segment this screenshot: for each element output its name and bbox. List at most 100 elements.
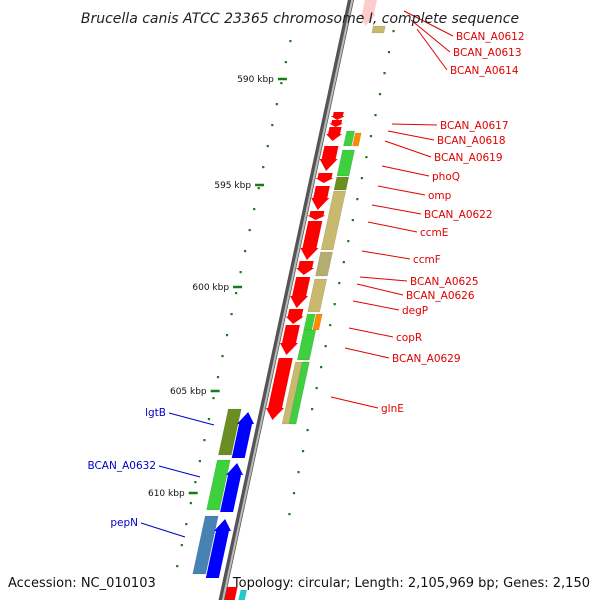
guide-dot	[180, 544, 183, 547]
leader-line	[367, 221, 418, 233]
guide-dot	[257, 187, 260, 190]
gene-features	[192, 0, 386, 600]
gene-bar-green	[206, 459, 231, 511]
guide-dot	[333, 303, 336, 306]
gene-bar-olive	[217, 408, 242, 456]
guide-dot	[378, 93, 382, 96]
label-leaders	[140, 10, 454, 538]
gene-bar-orange	[312, 313, 323, 331]
gene-bar-khaki	[315, 251, 333, 277]
gene-label-phoq: phoQ	[432, 171, 460, 183]
leader-line	[377, 185, 426, 196]
leader-line	[381, 165, 430, 177]
tick-label: 600 kbp	[192, 283, 229, 293]
guide-dot	[198, 460, 201, 463]
guide-dot	[356, 198, 359, 201]
tick-label: 610 kbp	[148, 489, 185, 499]
gene-bar-steel	[192, 515, 219, 575]
gene-label-lgtb: lgtB	[145, 407, 166, 419]
gene-bar-green	[296, 329, 317, 361]
guide-dot	[392, 30, 395, 33]
gene-arrow-red	[285, 309, 304, 324]
guide-dot	[288, 513, 291, 516]
guide-dot	[216, 376, 220, 379]
scale-ticks: 590 kbp 595 kbp 600 kbp 605 kbp 610 kbp	[148, 75, 287, 499]
gene-arrow-blue	[231, 412, 255, 458]
gene-feature-faded	[359, 0, 377, 26]
leader-line	[391, 123, 438, 126]
gene-label-bcan-a0617: BCAN_A0617	[440, 120, 509, 132]
gene-bar-orange	[352, 132, 362, 147]
guide-dot	[289, 40, 292, 43]
guide-dot	[203, 439, 206, 442]
guide-dot	[244, 250, 247, 253]
guide-dot	[310, 408, 314, 411]
guide-dot	[230, 313, 233, 316]
guide-dot	[329, 324, 332, 327]
gene-arrow-red	[280, 325, 300, 355]
guide-dot	[342, 261, 345, 264]
gene-bar-green	[336, 149, 355, 177]
guide-dot	[280, 82, 283, 85]
guide-dot	[239, 271, 242, 274]
guide-dot	[275, 103, 278, 106]
guide-dot	[365, 156, 368, 159]
guide-dot	[248, 229, 251, 232]
gene-label-bcan-a0629: BCAN_A0629	[392, 353, 461, 365]
tick-label: 595 kbp	[214, 181, 251, 191]
guide-dot	[262, 166, 265, 169]
guide-dot	[292, 492, 296, 495]
guide-dot	[374, 114, 377, 117]
guide-dot	[225, 334, 229, 337]
gene-arrow-red	[311, 186, 330, 210]
leader-line	[344, 347, 390, 359]
guide-dot	[369, 135, 373, 138]
guide-dot	[297, 471, 300, 474]
leader-line	[410, 19, 451, 53]
gene-arrow-blue	[220, 463, 244, 512]
gene-label-copr: copR	[396, 332, 422, 344]
gene-arrow-red	[307, 211, 326, 220]
gene-label-ccmf: ccmF	[413, 254, 441, 266]
guide-dot	[207, 418, 211, 421]
leader-line	[371, 204, 422, 215]
guide-dot	[351, 219, 354, 222]
guide-dots	[176, 30, 395, 568]
gene-feature-small	[371, 25, 386, 34]
leader-line	[387, 130, 435, 141]
guide-dot	[301, 450, 305, 453]
gene-bar-green	[343, 130, 356, 147]
guide-dot	[338, 282, 341, 285]
gene-bar-khaki	[320, 190, 347, 251]
gene-bar-olive	[333, 176, 350, 191]
guide-dot	[284, 61, 287, 64]
guide-dot	[189, 502, 192, 505]
gene-labels: BCAN_A0612 BCAN_A0613 BCAN_A0614 BCAN_A0617…	[87, 31, 524, 529]
guide-dot	[360, 177, 363, 180]
tick-label: 590 kbp	[237, 75, 274, 85]
gene-label-bcan-a0614: BCAN_A0614	[450, 65, 519, 77]
guide-dot	[266, 145, 269, 148]
leader-line	[416, 28, 448, 71]
backbone-highlight	[221, 0, 354, 600]
guide-dot	[253, 208, 256, 211]
guide-dot	[347, 240, 350, 243]
gene-arrow-red	[300, 221, 323, 260]
guide-dot	[271, 124, 274, 127]
accession-text: Accession: NC_010103	[8, 576, 156, 591]
guide-dot	[387, 51, 391, 54]
gene-arrow-red	[290, 277, 311, 308]
gene-bar-khaki	[307, 278, 328, 313]
leader-line	[168, 412, 215, 426]
guide-dot	[383, 72, 386, 75]
gene-label-pepn: pepN	[110, 517, 138, 529]
leader-line	[158, 465, 201, 478]
gene-arrow-red	[296, 261, 315, 275]
guide-dot	[176, 565, 179, 568]
leader-line	[352, 300, 400, 311]
leader-line	[361, 250, 411, 260]
gene-label-bcan-a0625: BCAN_A0625	[410, 276, 479, 288]
leader-line	[359, 276, 408, 282]
gene-arrow-red	[330, 112, 345, 120]
